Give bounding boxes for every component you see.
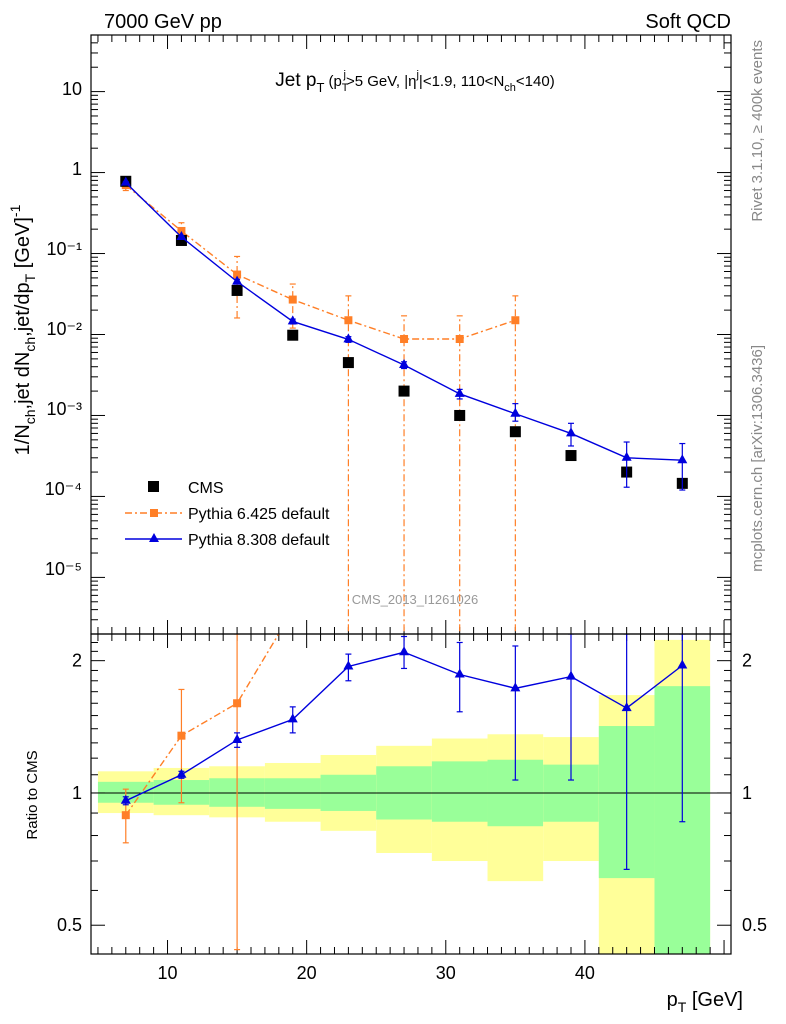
ratio-series-layer — [120, 634, 688, 951]
ratio-pythia8-point — [454, 668, 465, 678]
y-tick-label-10: 10 — [62, 79, 82, 99]
analysis-watermark: CMS_2013_I1261026 — [352, 592, 479, 607]
main-pythia6-point — [455, 334, 464, 343]
ratio-pythia8-point — [120, 794, 131, 804]
main-pythia8-point — [566, 427, 576, 437]
ratio-pythia8-point — [677, 659, 688, 669]
main-pythia8-point — [677, 454, 688, 464]
y-tick-label-1e-4: 10⁻⁴ — [45, 479, 82, 499]
main-cms-point — [509, 426, 521, 438]
main-cms-point — [342, 357, 354, 369]
main-pythia8-point — [287, 315, 298, 325]
main-pythia6-point — [511, 316, 520, 325]
side-mcplots-label: mcplots.cern.ch [arXiv:1306.3436] — [749, 345, 766, 572]
axes-ticks: 10 20 30 40 0.5 0.5 1 1 2 2 — [57, 34, 767, 983]
y-tick-label-1: 1 — [72, 159, 82, 179]
ratio-y-axis-label: Ratio to CMS — [24, 750, 41, 839]
ratio-y-tick-label-right: 0.5 — [742, 915, 767, 935]
ratio-pythia6-point — [121, 811, 130, 820]
main-pythia6-point — [177, 226, 186, 235]
ratio-pythia8-point — [176, 768, 187, 778]
main-y-axis-label: 1/Nch,jet dNch,jet/dpT [GeV]-1 — [7, 204, 38, 455]
main-pythia8-point — [454, 387, 465, 397]
y-tick-label-1e-3: 10⁻³ — [46, 399, 82, 419]
ratio-band-green — [264, 778, 321, 809]
main-pythia8-point — [343, 333, 354, 343]
main-pythia6-point — [400, 334, 409, 343]
x-tick-label: 40 — [575, 963, 595, 983]
legend-marker-pythia6 — [150, 509, 158, 517]
ratio-y-tick-label-right: 2 — [742, 651, 752, 671]
legend-marker-cms — [148, 481, 159, 492]
ratio-pythia8-point — [399, 646, 410, 656]
y-tick-label-1e-1: 10⁻¹ — [46, 239, 82, 259]
main-series-layer — [120, 175, 688, 634]
ratio-pythia8-point — [566, 670, 576, 680]
main-pythia8-point — [232, 275, 243, 285]
y-tick-label-1e-2: 10⁻² — [46, 319, 82, 339]
ratio-pythia6-point — [233, 699, 242, 708]
ratio-pythia6-point — [177, 731, 186, 740]
ratio-pythia6-line — [125, 634, 280, 816]
header-energy-label: 7000 GeV pp — [104, 11, 222, 33]
legend: CMS Pythia 6.425 default Pythia 8.308 de… — [125, 480, 330, 549]
x-tick-label: 30 — [436, 963, 456, 983]
ratio-pythia8-point — [232, 733, 243, 743]
main-pythia8-point — [120, 176, 131, 186]
ratio-y-tick-label-left: 1 — [72, 783, 82, 803]
main-pythia6-point — [233, 270, 242, 279]
ratio-panel-frame — [90, 633, 732, 955]
ratio-pythia8-point — [510, 682, 521, 692]
main-cms-point — [231, 284, 243, 296]
legend-entry-cms: CMS — [148, 480, 224, 497]
main-cms-point — [287, 329, 299, 341]
legend-marker-pythia8 — [149, 533, 159, 542]
main-pythia8-point — [621, 451, 632, 461]
ratio-y-tick-label-left: 0.5 — [57, 915, 82, 935]
legend-entry-pythia6: Pythia 6.425 default — [125, 506, 330, 523]
ratio-y-tick-label-right: 1 — [742, 783, 752, 803]
x-tick-label: 20 — [297, 963, 317, 983]
ratio-pythia8-point — [343, 660, 354, 670]
legend-entry-pythia8: Pythia 8.308 default — [125, 532, 330, 549]
main-pythia6-point — [344, 316, 353, 325]
ratio-uncertainty-bands — [91, 639, 731, 954]
ratio-pythia8-point — [287, 713, 298, 723]
main-cms-point — [565, 450, 577, 462]
main-panel-frame — [90, 34, 732, 635]
x-axis-label: pT [GeV] — [667, 989, 743, 1015]
side-rivet-label: Rivet 3.1.10, ≥ 400k events — [749, 40, 766, 222]
legend-label-pythia8: Pythia 8.308 default — [188, 532, 330, 549]
main-cms-point — [454, 409, 466, 421]
legend-label-pythia6: Pythia 6.425 default — [188, 506, 330, 523]
x-tick-label: 10 — [158, 963, 178, 983]
legend-label-cms: CMS — [188, 480, 224, 497]
ratio-y-tick-label-left: 2 — [72, 651, 82, 671]
ratio-pythia8-point — [621, 702, 632, 712]
ratio-band-green — [431, 761, 488, 822]
main-cms-point — [175, 234, 187, 246]
main-cms-point — [398, 385, 410, 397]
main-pythia8-point — [399, 359, 410, 369]
svg-text:1/Nch,jet dNch,jet/dpT [GeV]-1: 1/Nch,jet dNch,jet/dpT [GeV]-1 — [7, 204, 38, 455]
main-pythia6-point — [288, 295, 297, 304]
main-plot-title: Jet pT (pTj>5 GeV, |ηj|<1.9, 110<Nch<140) — [275, 69, 554, 95]
main-pythia8-point — [176, 231, 187, 241]
header-category-label: Soft QCD — [645, 11, 731, 33]
y-tick-label-1e-5: 10⁻⁵ — [45, 559, 82, 579]
main-pythia8-point — [510, 407, 521, 417]
